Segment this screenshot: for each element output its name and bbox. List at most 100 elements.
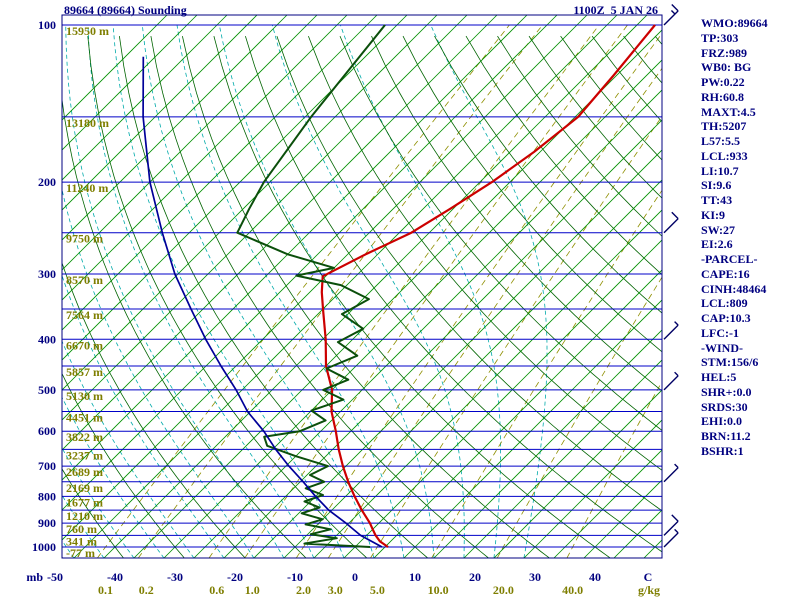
isotherm-line [193, 89, 662, 558]
height-label: 13180 m [66, 116, 109, 130]
height-label: 5857 m [66, 365, 103, 379]
pressure-tick-label: 300 [38, 267, 56, 281]
mixing-tick-label: 10.0 [428, 583, 449, 597]
dry-adiabat-line [87, 36, 368, 558]
stats-line: LCL:933 [701, 148, 748, 163]
pressure-tick-label: 1000 [32, 540, 56, 554]
stats-line: -PARCEL- [701, 252, 758, 266]
pressure-tick-label: 600 [38, 424, 56, 438]
isotherm-line [62, 15, 198, 151]
sounding-traces [142, 24, 656, 548]
height-label: 9750 m [66, 232, 103, 246]
stats-panel: WMO:89664 TP:303 FRZ:989 WB0: BG PW:0.22 RH:6… [701, 16, 799, 459]
stats-line: PW:0.22 [701, 75, 745, 89]
pressure-tick-label: 700 [38, 459, 56, 473]
height-label: 1210 m [66, 509, 103, 523]
plot-border [61, 14, 663, 559]
temp-tick-label: 30 [529, 570, 541, 584]
wind-barb-staff [663, 218, 679, 234]
isotherm-line [373, 269, 662, 558]
height-label: 15950 m [66, 24, 109, 38]
wind-barb-half-tick [674, 321, 679, 326]
mixing-tick-label: 0.1 [98, 583, 113, 597]
wind-barb [663, 211, 679, 234]
stats-line: HEL:5 [701, 370, 737, 384]
mixing-unit-label: g/kg [638, 583, 660, 597]
stats-line: SW:27 [701, 222, 736, 237]
stats-line: STM:156/6 [701, 355, 759, 370]
pressure-tick-label: 800 [38, 489, 56, 503]
moist-adiabat-line [62, 396, 165, 558]
isotherm-line [62, 15, 588, 541]
isotherm-line [553, 449, 662, 558]
height-label: 4451 m [66, 410, 103, 424]
mixing-tick-label: 20.0 [493, 583, 514, 597]
wind-barb-full-tick [671, 211, 679, 220]
mixing-ratio-line [431, 189, 662, 558]
temp-tick-label: -10 [287, 570, 303, 584]
isotherm-line [103, 15, 648, 558]
temp-tick-label: -30 [167, 570, 183, 584]
isotherm-line [62, 15, 528, 481]
dry-adiabat-line [465, 35, 662, 276]
moist-adiabat-line [340, 24, 502, 558]
temp-tick-label: -20 [227, 570, 243, 584]
dry-adiabat-line [62, 556, 64, 558]
stats-line: RH:60.8 [701, 89, 744, 104]
wind-barb-full-tick [671, 514, 679, 522]
moist-adiabat-line [218, 24, 435, 558]
height-label: 341 m [66, 534, 97, 548]
dry-adiabat-line [0, 36, 2, 558]
wind-barb-staff [663, 467, 679, 483]
height-label: 2169 m [66, 481, 103, 495]
temp-tick-label: 0 [352, 570, 358, 584]
isotherm-line [313, 209, 662, 558]
mixing-tick-label: 2.0 [296, 583, 311, 597]
moist-adiabat-line [62, 340, 195, 558]
moist-adiabat-line [62, 494, 105, 558]
wind-barb-half-tick [674, 528, 679, 534]
height-label: 7564 m [66, 308, 103, 322]
stats-line: MAXT:4.5 [701, 104, 756, 119]
dry-adiabat-line [371, 35, 662, 392]
moist-adiabat-line [176, 24, 405, 558]
temp-tick-label: -50 [47, 570, 63, 584]
dry-adiabat-line [150, 36, 489, 558]
wind-barb-staff [663, 375, 679, 391]
dry-adiabat-line [62, 261, 246, 558]
isotherm-line [62, 15, 168, 121]
stats-line: L57:5.5 [701, 134, 740, 148]
stats-line: TP:303 [701, 30, 739, 45]
dry-adiabat-line [62, 468, 124, 558]
moist-adiabat-line [87, 24, 315, 558]
moist-adiabat-line [62, 447, 135, 558]
mixing-tick-label: 5.0 [370, 583, 385, 597]
wind-barb-half-tick [674, 371, 679, 377]
stats-line: CINH:48464 [701, 281, 767, 296]
height-label: 5130 m [66, 389, 103, 403]
moist-adiabat-line [62, 274, 225, 558]
height-label: 8570 m [66, 273, 103, 287]
isotherm-line [403, 299, 662, 558]
wind-barb-half-tick [674, 463, 679, 469]
wind-barb-staff [663, 10, 679, 26]
height-label: 1677 m [66, 495, 103, 509]
stats-line: FRZ:989 [701, 45, 747, 60]
isotherm-line [62, 15, 558, 511]
pressure-tick-label: 900 [38, 516, 56, 530]
isotherm-line [283, 179, 662, 558]
stats-line: EHI:0.0 [701, 414, 743, 429]
stats-line: BRN:11.2 [701, 429, 751, 443]
stats-line: CAP:10.3 [701, 311, 751, 325]
stats-line: EI:2.6 [701, 237, 733, 252]
dewpoint-trace [236, 24, 386, 548]
mixing-ratio-line [327, 67, 662, 558]
height-label: 2689 m [66, 465, 103, 479]
temp-tick-label: 10 [409, 570, 421, 584]
isotherm-line [62, 15, 408, 361]
isotherm-line [523, 419, 662, 558]
height-label: 3237 m [66, 448, 103, 462]
height-label: 760 m [66, 522, 97, 536]
height-label: 6670 m [66, 338, 103, 352]
